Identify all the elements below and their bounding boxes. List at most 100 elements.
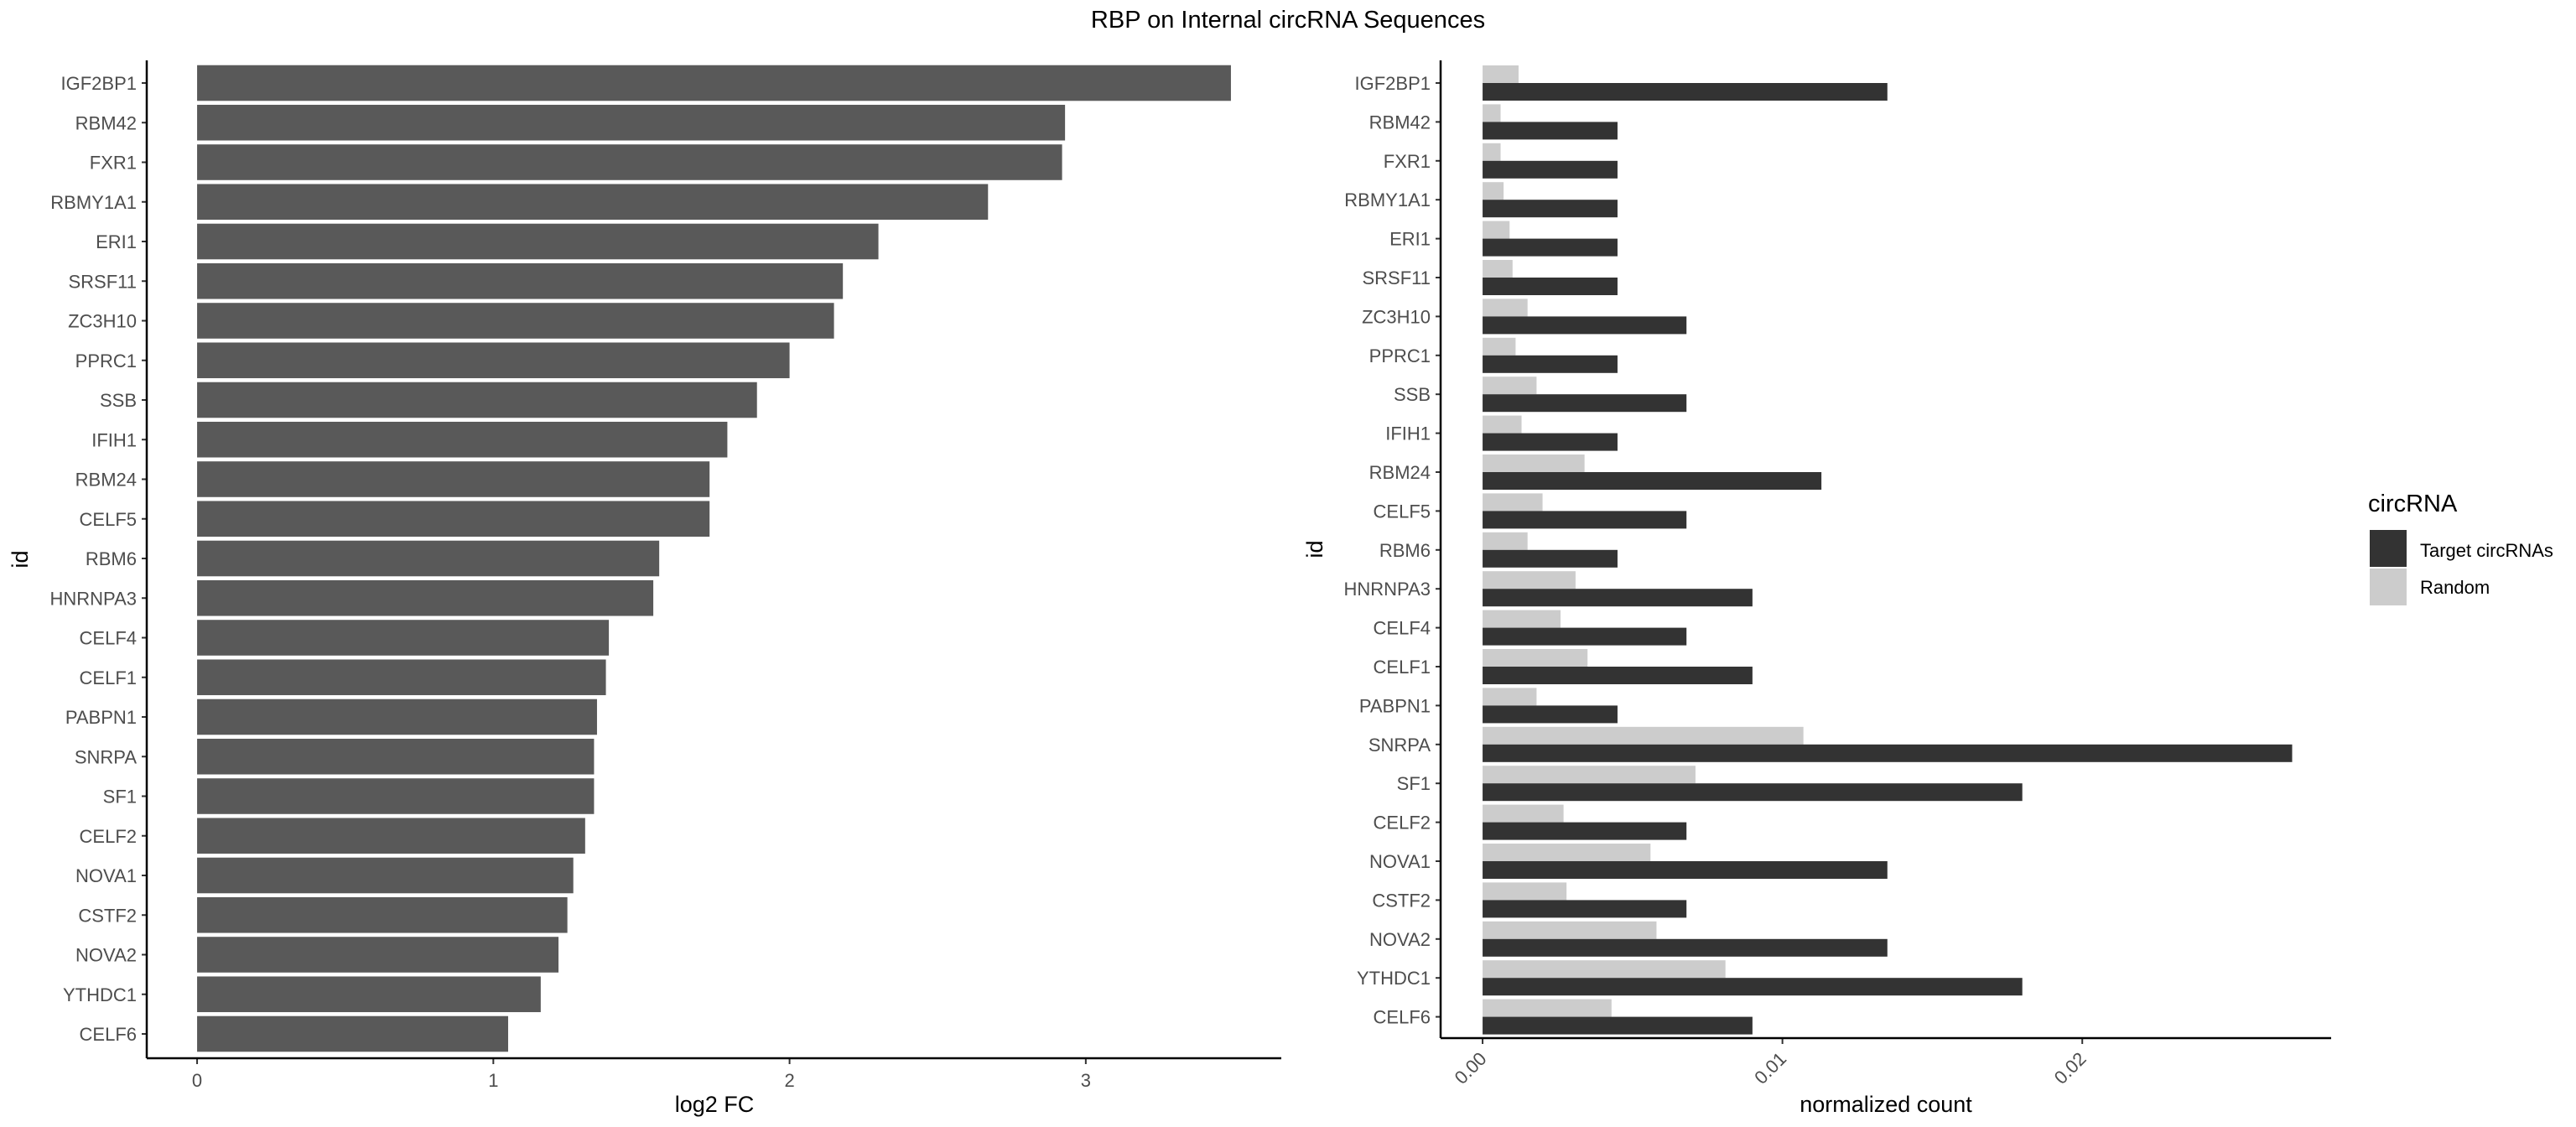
bar-random-igf2bp1 bbox=[1483, 65, 1519, 83]
bar-sf1 bbox=[197, 778, 595, 814]
bar-target-pabpn1 bbox=[1483, 705, 1618, 724]
bar-target-celf4 bbox=[1483, 627, 1687, 646]
y-tick-label-celf6: CELF6 bbox=[80, 1024, 137, 1045]
bar-random-zc3h10 bbox=[1483, 299, 1528, 317]
bar-nova2 bbox=[197, 937, 559, 973]
y-tick-label-ssb: SSB bbox=[100, 390, 137, 411]
y-tick-label-pprc1: PPRC1 bbox=[75, 351, 137, 371]
y-tick-label-eri1: ERI1 bbox=[96, 231, 137, 252]
left-y-tick-labels: IGF2BP1 RBM42 FXR1 RBMY1A1 ERI1 SRSF11 ZC3H10 P… bbox=[49, 73, 147, 1045]
bar-nova1 bbox=[197, 857, 574, 894]
bar-target-nova2 bbox=[1483, 938, 1888, 957]
bar-random-ythdc1 bbox=[1483, 960, 1726, 979]
legend-title: circRNA bbox=[2368, 491, 2458, 517]
y-tick-label-rbm24: RBM24 bbox=[1369, 462, 1431, 483]
x-tick-label-0.02: 0.02 bbox=[2050, 1048, 2090, 1088]
y-tick-label-zc3h10: ZC3H10 bbox=[1362, 306, 1431, 327]
bar-target-rbm42 bbox=[1483, 122, 1618, 140]
y-tick-label-igf2bp1: IGF2BP1 bbox=[61, 73, 137, 94]
bar-random-rbm24 bbox=[1483, 454, 1585, 472]
legend-label-target: Target circRNAs bbox=[2420, 540, 2553, 561]
bar-target-srsf11 bbox=[1483, 278, 1618, 295]
y-tick-label-celf4: CELF4 bbox=[1374, 618, 1431, 639]
y-tick-label-hnrnpa3: HNRNPA3 bbox=[1343, 579, 1431, 600]
x-tick-label-2: 2 bbox=[784, 1070, 794, 1091]
legend-swatch-random bbox=[2370, 569, 2407, 605]
y-tick-label-sf1: SF1 bbox=[1397, 773, 1431, 794]
bar-random-nova2 bbox=[1483, 921, 1657, 939]
left-y-axis-title: id bbox=[8, 550, 33, 568]
y-tick-label-celf6: CELF6 bbox=[1374, 1007, 1431, 1028]
left-x-axis-title: log2 FC bbox=[675, 1092, 755, 1117]
bar-target-ifih1 bbox=[1483, 433, 1618, 451]
bar-hnrnpa3 bbox=[197, 579, 654, 616]
right-x-axis-title: normalized count bbox=[1800, 1092, 1972, 1117]
bar-ythdc1 bbox=[197, 976, 541, 1013]
right-chart: IGF2BP1 RBM42 FXR1 RBMY1A1 ERI1 SRSF11 ZC3H10 P… bbox=[1302, 60, 2331, 1117]
y-tick-label-snrpa: SNRPA bbox=[1368, 735, 1431, 756]
bar-target-rbm6 bbox=[1483, 549, 1618, 568]
left-x-ticks: 0 1 2 3 bbox=[192, 1058, 1091, 1091]
bar-pabpn1 bbox=[197, 699, 597, 735]
y-tick-label-rbm24: RBM24 bbox=[75, 470, 137, 491]
bar-celf1 bbox=[197, 659, 606, 696]
y-tick-label-fxr1: FXR1 bbox=[90, 153, 137, 174]
bar-fxr1 bbox=[197, 144, 1062, 180]
y-tick-label-ifih1: IFIH1 bbox=[91, 429, 137, 450]
bar-random-rbm6 bbox=[1483, 532, 1528, 550]
bar-rbm6 bbox=[197, 540, 660, 577]
y-tick-label-snrpa: SNRPA bbox=[75, 746, 137, 767]
y-tick-label-rbm42: RBM42 bbox=[75, 112, 137, 133]
bar-target-pprc1 bbox=[1483, 355, 1618, 373]
y-tick-label-srsf11: SRSF11 bbox=[68, 271, 137, 292]
y-tick-label-eri1: ERI1 bbox=[1389, 229, 1431, 250]
bar-snrpa bbox=[197, 738, 595, 775]
legend-label-random: Random bbox=[2420, 577, 2490, 598]
y-tick-label-nova2: NOVA2 bbox=[1369, 929, 1431, 950]
y-tick-label-rbm42: RBM42 bbox=[1369, 112, 1431, 132]
bar-target-celf5 bbox=[1483, 511, 1687, 529]
y-tick-label-pabpn1: PABPN1 bbox=[1359, 695, 1431, 716]
bar-target-nova1 bbox=[1483, 861, 1888, 879]
y-tick-label-nova1: NOVA1 bbox=[75, 865, 137, 886]
bar-target-ythdc1 bbox=[1483, 978, 2023, 996]
bar-random-pabpn1 bbox=[1483, 688, 1537, 706]
bar-random-celf1 bbox=[1483, 649, 1588, 667]
bar-random-cstf2 bbox=[1483, 882, 1567, 901]
bar-target-rbm24 bbox=[1483, 472, 1822, 490]
bar-pprc1 bbox=[197, 342, 790, 379]
y-tick-label-sf1: SF1 bbox=[103, 787, 137, 808]
bar-ifih1 bbox=[197, 421, 728, 458]
left-chart: IGF2BP1 RBM42 FXR1 RBMY1A1 ERI1 SRSF11 ZC3H10 P… bbox=[8, 60, 1281, 1117]
bar-target-zc3h10 bbox=[1483, 316, 1687, 335]
x-tick-label-0: 0 bbox=[192, 1070, 202, 1091]
bar-random-nova1 bbox=[1483, 844, 1651, 861]
bar-celf6 bbox=[197, 1015, 508, 1052]
y-tick-label-rbmy1a1: RBMY1A1 bbox=[1344, 190, 1431, 210]
y-tick-label-zc3h10: ZC3H10 bbox=[68, 311, 137, 332]
bar-random-celf5 bbox=[1483, 493, 1543, 512]
bar-rbmy1a1 bbox=[197, 184, 989, 221]
y-tick-label-hnrnpa3: HNRNPA3 bbox=[49, 588, 137, 609]
x-tick-label-0.01: 0.01 bbox=[1750, 1048, 1790, 1088]
bar-random-snrpa bbox=[1483, 726, 1804, 745]
y-tick-label-cstf2: CSTF2 bbox=[78, 905, 137, 926]
bar-target-sf1 bbox=[1483, 783, 2023, 802]
bar-target-celf1 bbox=[1483, 667, 1753, 684]
bar-random-celf6 bbox=[1483, 999, 1612, 1017]
bar-cstf2 bbox=[197, 896, 568, 933]
y-tick-label-rbm6: RBM6 bbox=[1379, 540, 1431, 561]
legend: circRNA Target circRNAs Random bbox=[2368, 491, 2553, 605]
y-tick-label-nova2: NOVA2 bbox=[75, 945, 137, 966]
bar-ssb bbox=[197, 382, 757, 418]
figure-title: RBP on Internal circRNA Sequences bbox=[1091, 7, 1485, 34]
x-tick-label-3: 3 bbox=[1081, 1070, 1091, 1091]
y-tick-label-rbmy1a1: RBMY1A1 bbox=[50, 192, 137, 213]
bar-random-celf2 bbox=[1483, 804, 1564, 823]
y-tick-label-celf4: CELF4 bbox=[80, 628, 137, 649]
y-tick-label-celf5: CELF5 bbox=[80, 509, 137, 530]
x-tick-label-1: 1 bbox=[488, 1070, 498, 1091]
y-tick-label-nova1: NOVA1 bbox=[1369, 851, 1431, 872]
bar-random-srsf11 bbox=[1483, 260, 1513, 278]
